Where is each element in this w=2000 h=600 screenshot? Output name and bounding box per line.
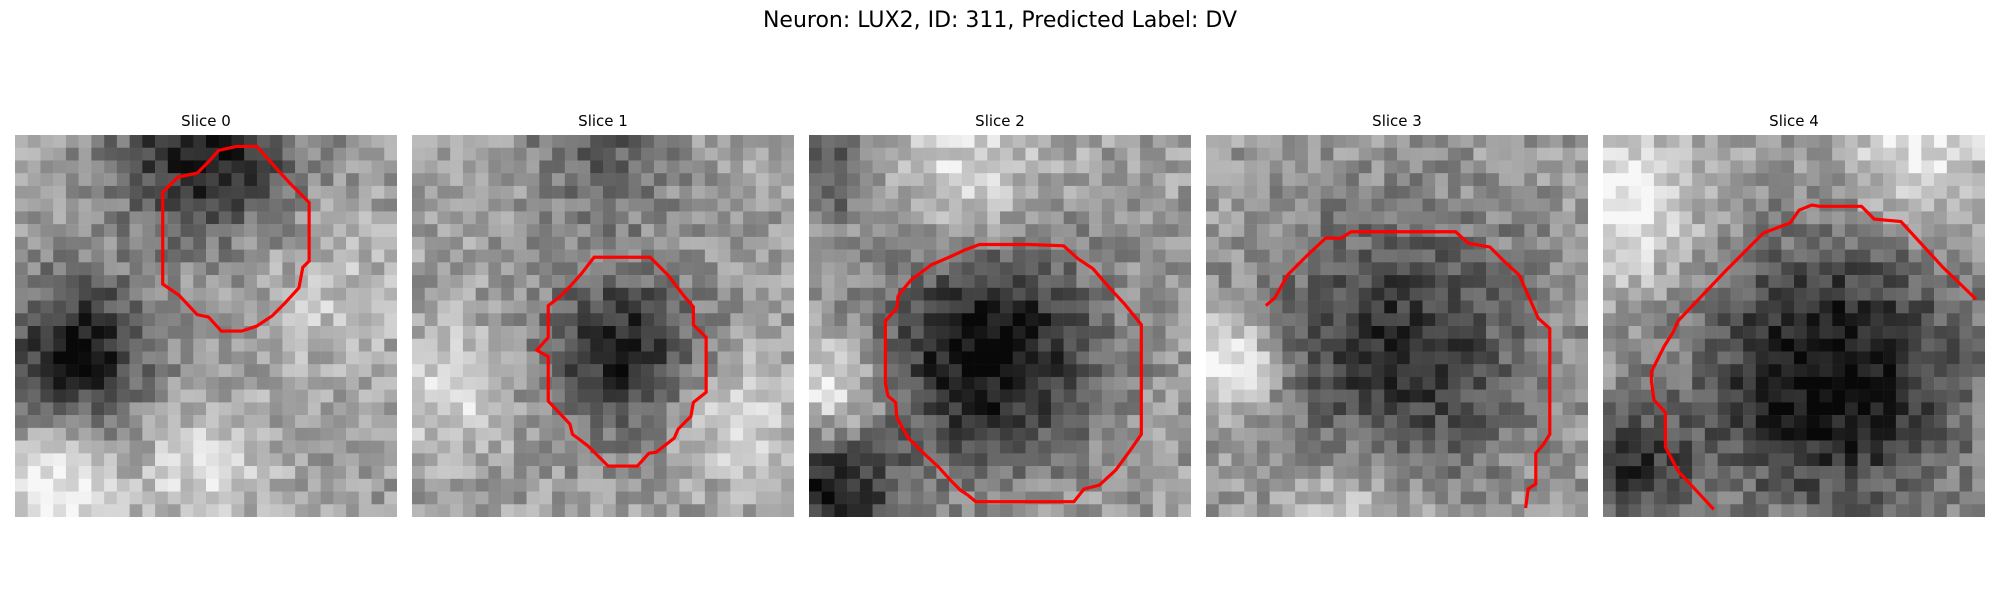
slice-panel-1: Slice 1 [412, 110, 794, 517]
slice-panel-0: Slice 0 [15, 110, 397, 517]
slice-title-2: Slice 2 [809, 110, 1191, 132]
slice-panel-4: Slice 4 [1603, 110, 1985, 517]
grayscale-pixels-0 [15, 135, 397, 517]
slice-title-0: Slice 0 [15, 110, 397, 132]
figure-title: Neuron: LUX2, ID: 311, Predicted Label: … [0, 8, 2000, 33]
slice-panel-2: Slice 2 [809, 110, 1191, 517]
slice-title-3: Slice 3 [1206, 110, 1588, 132]
slice-image-2 [809, 135, 1191, 517]
grayscale-pixels-4 [1603, 135, 1985, 517]
slice-image-1 [412, 135, 794, 517]
slice-image-3 [1206, 135, 1588, 517]
slice-title-1: Slice 1 [412, 110, 794, 132]
slice-image-4 [1603, 135, 1985, 517]
grayscale-pixels-2 [809, 135, 1191, 517]
slice-title-4: Slice 4 [1603, 110, 1985, 132]
slice-image-0 [15, 135, 397, 517]
grayscale-pixels-3 [1206, 135, 1588, 517]
slice-panel-3: Slice 3 [1206, 110, 1588, 517]
